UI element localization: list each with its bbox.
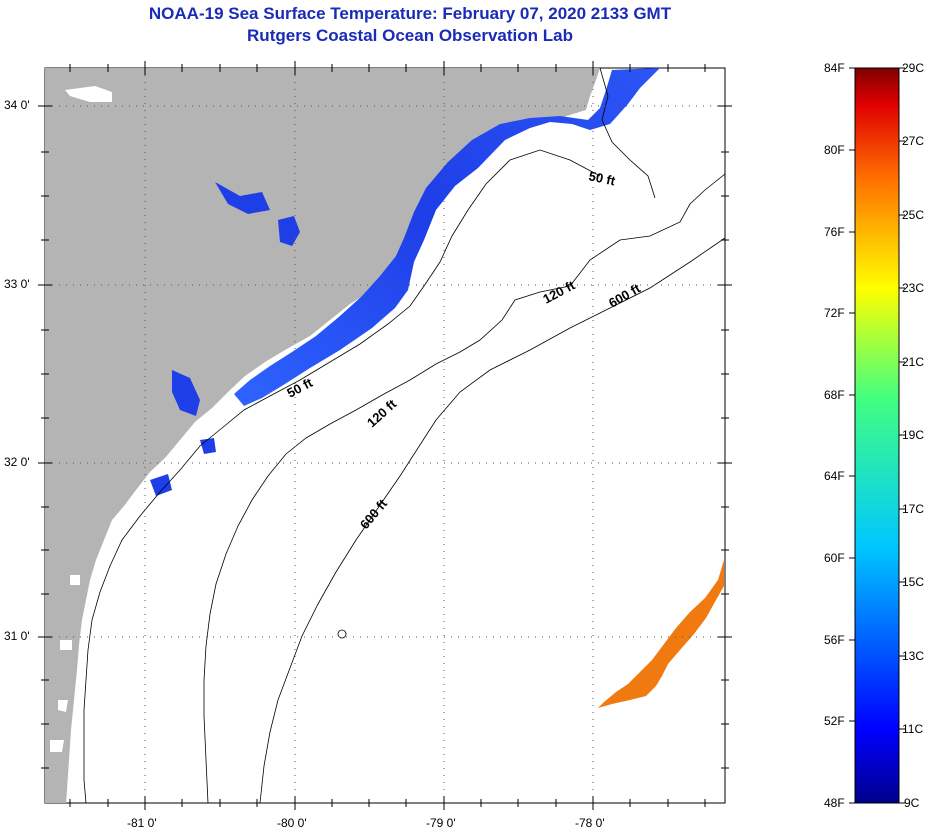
lat-label: 31 0' [4,629,30,643]
land-area [45,68,600,803]
colorbar-f-label: 48F [824,796,845,810]
lon-label: -80 0' [277,816,307,830]
colorbar [854,67,900,804]
colorbar-f-label: 52F [824,714,845,728]
contour-120ft [203,173,725,803]
colorbar-ticks [849,67,905,804]
colorbar-f-label: 68F [824,388,845,402]
colorbar-c-label: 21C [902,355,925,369]
map-subtitle: Rutgers Coastal Ocean Observation Lab [247,26,573,45]
colorbar-f-label: 64F [824,469,845,483]
cold-water-band [234,68,660,406]
colorbar-c-label: 25C [902,208,925,222]
contour-600ft [259,237,725,803]
contour-50ft [83,68,656,803]
colorbar-c-label: 19C [902,428,925,442]
colorbar-f-label: 80F [824,143,845,157]
lat-label: 34 0' [4,98,30,112]
lon-label: -81 0' [127,816,157,830]
lon-label: -79 0' [426,816,456,830]
colorbar-c-label: 11C [902,722,924,736]
lat-label: 32 0' [4,455,30,469]
lon-label: -78 0' [575,816,605,830]
axis-ticks [38,61,732,810]
colorbar-c-label: 9C [904,796,920,810]
colorbar-c-label: 15C [902,575,925,589]
colorbar-f-label: 84F [824,61,845,75]
colorbar-f-label: 72F [824,306,845,320]
lat-label: 33 0' [4,277,30,291]
map-title: NOAA-19 Sea Surface Temperature: Februar… [148,4,672,23]
colorbar-c-label: 17C [902,502,925,516]
colorbar-c-label: 27C [902,134,925,148]
colorbar-c-label: 23C [902,281,925,295]
colorbar-c-label: 13C [902,649,925,663]
colorbar-c-label: 29C [902,61,925,75]
colorbar-f-label: 60F [824,551,845,565]
colorbar-f-label: 76F [824,225,845,239]
contour-label: 50 ft [587,168,617,188]
colorbar-f-label: 56F [824,633,845,647]
contour-600ft-loop [337,629,347,639]
